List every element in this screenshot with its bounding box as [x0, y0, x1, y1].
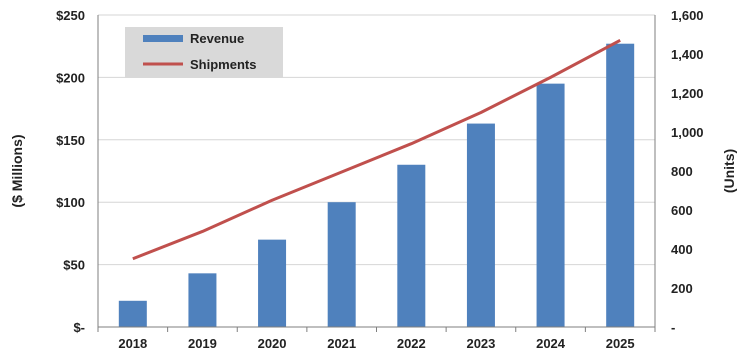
y-right-tick-label: 1,600 [671, 8, 704, 23]
y-left-tick-label: $200 [56, 70, 85, 85]
line-layer [132, 39, 621, 261]
bar-revenue [188, 273, 217, 327]
x-tick-label: 2018 [118, 336, 147, 351]
y-left-tick-label: $50 [63, 258, 85, 273]
bar-revenue [397, 164, 426, 327]
ticks-layer: 2018 2019 2020 2021 2022 2023 2024 2025 $- $50 $10… [56, 8, 703, 351]
y-right-tick-label: 600 [671, 203, 693, 218]
x-tick-label: 2023 [466, 336, 495, 351]
y-right-tick-label: 1,000 [671, 125, 704, 140]
y-left-tick-label: $150 [56, 133, 85, 148]
y-right-tick-label: 800 [671, 164, 693, 179]
line-shipments [132, 39, 621, 261]
x-tick-label: 2025 [606, 336, 635, 351]
y-right-tick-label: - [671, 320, 675, 335]
x-tick-label: 2020 [258, 336, 287, 351]
axes-layer [97, 15, 656, 332]
y-left-tick-label: $- [73, 320, 85, 335]
bar-revenue [258, 239, 287, 327]
y-left-tick-label: $100 [56, 195, 85, 210]
bar-revenue [466, 123, 495, 328]
bar-revenue [118, 300, 147, 327]
y-right-tick-label: 400 [671, 242, 693, 257]
bar-revenue [536, 83, 565, 327]
x-tick-label: 2019 [188, 336, 217, 351]
legend: Revenue Shipments [125, 27, 283, 78]
x-tick-label: 2024 [536, 336, 566, 351]
y-right-axis-title: (Units) [721, 149, 737, 193]
bar-revenue [606, 43, 635, 327]
legend-revenue-swatch [143, 35, 183, 42]
y-left-tick-label: $250 [56, 8, 85, 23]
y-right-tick-label: 1,400 [671, 47, 704, 62]
legend-revenue-label: Revenue [190, 31, 244, 46]
legend-shipments-label: Shipments [190, 57, 256, 72]
x-tick-label: 2022 [397, 336, 426, 351]
y-right-tick-label: 200 [671, 281, 693, 296]
bar-revenue [327, 202, 356, 327]
x-tick-label: 2021 [327, 336, 356, 351]
y-left-axis-title: ($ Millions) [9, 134, 25, 207]
bars-layer [118, 43, 635, 328]
y-right-tick-label: 1,200 [671, 86, 704, 101]
